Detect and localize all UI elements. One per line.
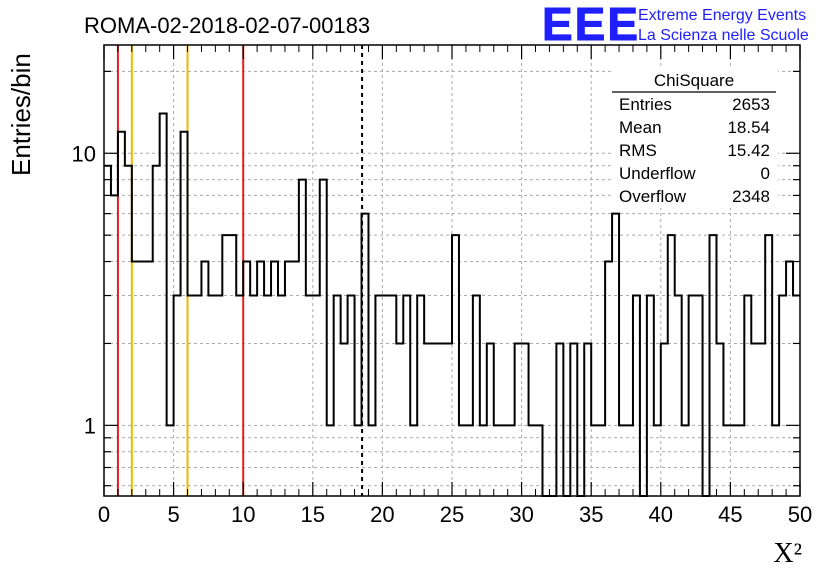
x-tick-label: 15 <box>301 502 325 527</box>
eee-logo: EEE Extreme Energy Events La Scienza nel… <box>542 0 809 51</box>
stats-label-underflow: Underflow <box>619 164 696 183</box>
axis-ticks: 0 5 10 15 20 25 30 35 40 45 50 1 10 <box>72 45 812 527</box>
x-tick-label: 10 <box>231 502 255 527</box>
histogram-step-line <box>104 112 800 497</box>
x-tick-label: 40 <box>649 502 673 527</box>
x-axis-label: X² <box>773 538 802 569</box>
y-tick-label: 10 <box>72 141 96 166</box>
x-tick-label: 20 <box>370 502 394 527</box>
logo-mark: EEE <box>542 0 640 50</box>
x-tick-label: 0 <box>98 502 110 527</box>
stats-value-rms: 15.42 <box>727 141 770 160</box>
stats-label-rms: RMS <box>619 141 657 160</box>
stats-title: ChiSquare <box>654 71 734 90</box>
stats-value-entries: 2653 <box>732 95 770 114</box>
reference-lines <box>116 45 364 496</box>
x-tick-label: 35 <box>579 502 603 527</box>
logo-line-1: Extreme Energy Events <box>638 7 806 24</box>
stats-label-entries: Entries <box>619 95 672 114</box>
stats-label-overflow: Overflow <box>619 187 687 206</box>
stats-value-underflow: 0 <box>761 164 770 183</box>
x-tick-label: 30 <box>509 502 533 527</box>
y-axis-label: Entries/bin <box>6 53 36 176</box>
x-tick-label: 25 <box>440 502 464 527</box>
x-tick-label: 45 <box>718 502 742 527</box>
x-tick-label: 5 <box>167 502 179 527</box>
y-tick-label: 1 <box>84 413 96 438</box>
stats-box: ChiSquare Entries 2653 Mean 18.54 RMS 15… <box>612 66 778 208</box>
x-tick-label: 50 <box>788 502 812 527</box>
stats-label-mean: Mean <box>619 118 662 137</box>
chart-title: ROMA-02-2018-02-07-00183 <box>84 13 370 38</box>
stats-value-mean: 18.54 <box>727 118 770 137</box>
stats-value-overflow: 2348 <box>732 187 770 206</box>
logo-line-2: La Scienza nelle Scuole <box>638 27 809 44</box>
